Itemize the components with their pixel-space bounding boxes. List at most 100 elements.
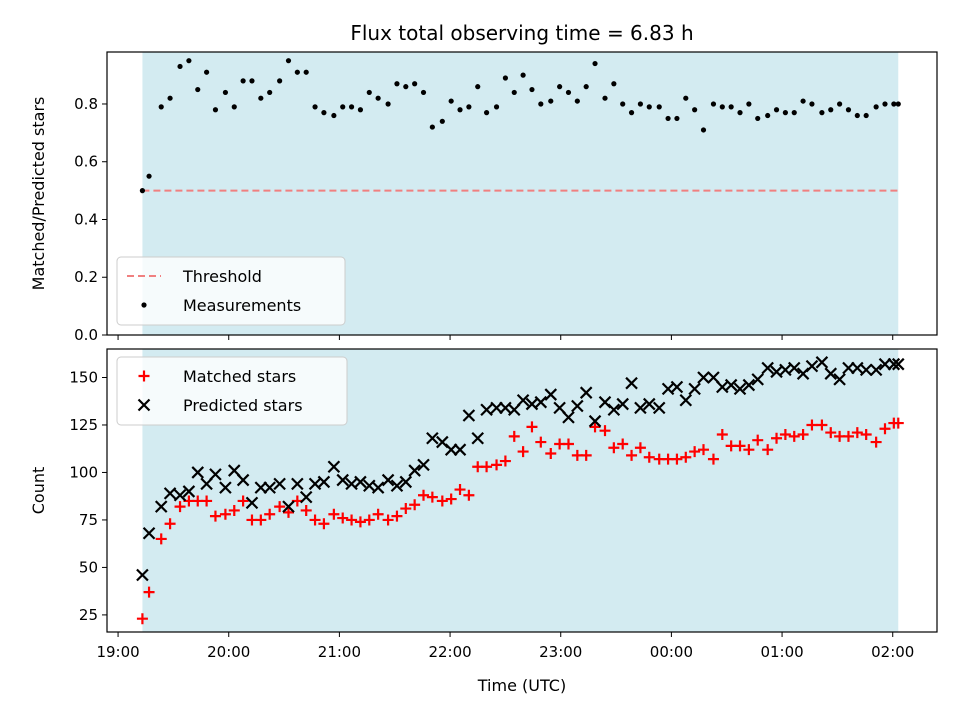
matched-point bbox=[274, 501, 286, 513]
measurement-point bbox=[755, 115, 761, 122]
y-tick-label: 50 bbox=[79, 558, 98, 576]
predicted-point bbox=[634, 401, 647, 415]
measurement-point bbox=[231, 104, 237, 110]
matched-point bbox=[318, 518, 330, 530]
measurement-point bbox=[412, 81, 418, 87]
x-axis-label: Time (UTC) bbox=[477, 676, 566, 695]
matched-point bbox=[671, 453, 683, 465]
matched-point bbox=[372, 508, 384, 520]
measurement-point bbox=[222, 89, 229, 96]
measurement-point bbox=[212, 107, 219, 113]
y-tick-label: 75 bbox=[79, 511, 98, 529]
measurement-point bbox=[765, 112, 771, 119]
matched-point bbox=[328, 508, 340, 520]
measurement-point bbox=[331, 112, 337, 119]
legend-label: Measurements bbox=[183, 296, 301, 315]
measurement-point bbox=[139, 188, 146, 194]
matched-point bbox=[697, 444, 709, 456]
predicted-point bbox=[859, 363, 873, 377]
measurement-point bbox=[557, 84, 563, 90]
predicted-point bbox=[607, 403, 621, 417]
matched-point bbox=[463, 489, 475, 501]
matched-point bbox=[436, 495, 448, 507]
measurement-point bbox=[357, 107, 364, 113]
measurement-point bbox=[204, 69, 210, 75]
measurement-point bbox=[385, 101, 391, 107]
y-tick-label: 0.0 bbox=[74, 326, 98, 344]
measurement-point bbox=[583, 84, 589, 90]
predicted-point bbox=[336, 473, 349, 487]
matched-point bbox=[779, 428, 791, 440]
measurement-point bbox=[520, 72, 526, 78]
measurement-point bbox=[348, 104, 355, 110]
legend-matched-marker bbox=[138, 370, 150, 382]
measurement-point bbox=[303, 69, 309, 75]
matched-point bbox=[174, 501, 186, 513]
measurement-point bbox=[674, 115, 680, 122]
legend-label: Predicted stars bbox=[183, 396, 303, 415]
measurement-point bbox=[710, 101, 717, 107]
predicted-point bbox=[516, 394, 530, 407]
predicted-point bbox=[652, 401, 666, 415]
matched-point bbox=[143, 586, 155, 598]
legend-label: Matched stars bbox=[183, 367, 296, 386]
matched-point bbox=[545, 447, 557, 459]
matched-point bbox=[481, 461, 493, 473]
predicted-point bbox=[390, 479, 404, 493]
measurement-point bbox=[483, 110, 490, 116]
measurement-point bbox=[321, 110, 327, 116]
predicted-point bbox=[154, 500, 168, 513]
measurement-point bbox=[773, 107, 780, 113]
y-axis-label: Count bbox=[29, 467, 48, 515]
legend-predicted-marker bbox=[137, 398, 151, 412]
predicted-point bbox=[751, 373, 764, 386]
predicted-point bbox=[236, 473, 250, 487]
legend: Threshold Measurements bbox=[116, 256, 346, 326]
matched-point bbox=[842, 430, 854, 442]
measurement-point bbox=[719, 104, 725, 110]
predicted-point bbox=[191, 466, 205, 479]
x-tick-label: 19:00 bbox=[96, 643, 139, 661]
matched-point bbox=[734, 440, 746, 452]
measurement-point bbox=[258, 95, 264, 101]
x-tick-label: 23:00 bbox=[539, 643, 582, 661]
measurement-point bbox=[692, 107, 698, 113]
matched-point bbox=[309, 514, 321, 526]
matched-point bbox=[743, 444, 755, 456]
matched-point bbox=[599, 425, 611, 437]
predicted-point bbox=[642, 397, 656, 411]
matched-point bbox=[870, 436, 882, 448]
predicted-point bbox=[471, 431, 485, 445]
legend-box bbox=[116, 356, 348, 426]
measurement-point bbox=[146, 173, 152, 179]
measurement-point bbox=[394, 81, 400, 87]
predicted-point bbox=[679, 394, 693, 407]
y-tick-label: 0.6 bbox=[74, 153, 98, 171]
ratio-panel: 0.0 0.2 0.4 0.6 0.8 Matched/Predicted stars Th… bbox=[29, 51, 938, 344]
predicted-point bbox=[869, 363, 883, 377]
x-tick-label: 20:00 bbox=[207, 643, 250, 661]
predicted-point bbox=[670, 380, 684, 394]
matched-point bbox=[762, 444, 774, 456]
matched-point bbox=[209, 510, 221, 522]
legend-box bbox=[116, 256, 346, 326]
matched-point bbox=[626, 449, 638, 461]
measurement-point bbox=[285, 58, 292, 64]
measurement-point bbox=[375, 95, 381, 101]
x-tick-label: 00:00 bbox=[650, 643, 693, 661]
predicted-point bbox=[317, 475, 331, 489]
matched-point bbox=[860, 428, 872, 440]
predicted-point bbox=[381, 473, 395, 487]
measurement-point bbox=[277, 78, 283, 84]
matched-point bbox=[879, 423, 891, 435]
measurement-point bbox=[548, 98, 554, 104]
measurement-point bbox=[457, 107, 463, 113]
measurement-point bbox=[195, 86, 201, 93]
predicted-point bbox=[371, 481, 385, 494]
predicted-point bbox=[815, 356, 829, 369]
matched-point bbox=[363, 514, 375, 526]
series-matched-stars bbox=[136, 417, 904, 625]
matched-point bbox=[400, 503, 412, 515]
measurement-point bbox=[895, 101, 901, 107]
